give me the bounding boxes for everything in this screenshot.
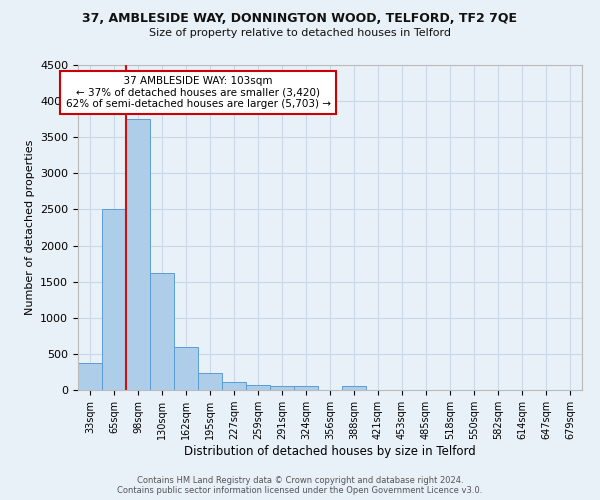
X-axis label: Distribution of detached houses by size in Telford: Distribution of detached houses by size … — [184, 445, 476, 458]
Text: 37 AMBLESIDE WAY: 103sqm  
← 37% of detached houses are smaller (3,420)
62% of s: 37 AMBLESIDE WAY: 103sqm ← 37% of detach… — [65, 76, 331, 109]
Bar — [294, 386, 318, 390]
Bar — [342, 386, 366, 390]
Bar — [174, 348, 198, 390]
Bar — [126, 119, 150, 390]
Bar — [246, 386, 270, 390]
Bar — [78, 362, 102, 390]
Bar — [198, 372, 222, 390]
Bar — [222, 382, 246, 390]
Text: Size of property relative to detached houses in Telford: Size of property relative to detached ho… — [149, 28, 451, 38]
Bar — [102, 210, 126, 390]
Bar — [270, 386, 294, 390]
Text: 37, AMBLESIDE WAY, DONNINGTON WOOD, TELFORD, TF2 7QE: 37, AMBLESIDE WAY, DONNINGTON WOOD, TELF… — [83, 12, 517, 26]
Y-axis label: Number of detached properties: Number of detached properties — [25, 140, 35, 315]
Bar — [150, 273, 174, 390]
Text: Contains HM Land Registry data © Crown copyright and database right 2024.
Contai: Contains HM Land Registry data © Crown c… — [118, 476, 482, 495]
